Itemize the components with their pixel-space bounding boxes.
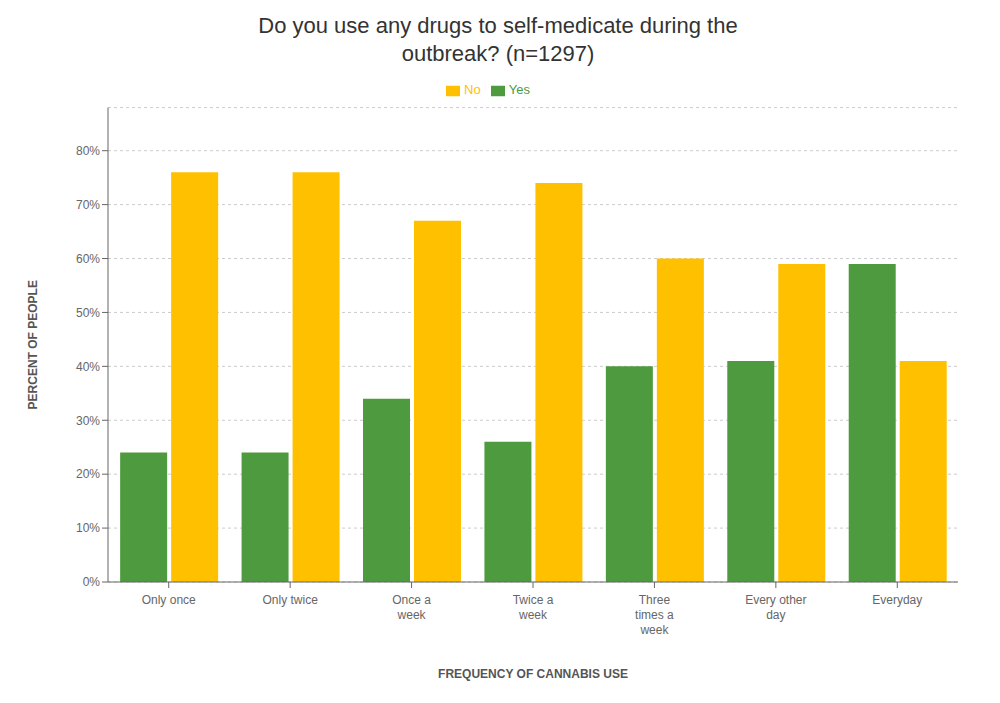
svg-text:Only twice: Only twice <box>262 593 318 607</box>
svg-text:Twice aweek: Twice aweek <box>513 593 554 622</box>
svg-text:Threetimes aweek: Threetimes aweek <box>635 593 674 637</box>
svg-text:20%: 20% <box>76 467 100 481</box>
svg-text:Only once: Only once <box>142 593 196 607</box>
svg-text:70%: 70% <box>76 198 100 212</box>
svg-text:80%: 80% <box>76 144 100 158</box>
svg-text:Once aweek: Once aweek <box>392 593 431 622</box>
svg-text:30%: 30% <box>76 414 100 428</box>
svg-text:0%: 0% <box>83 575 101 589</box>
svg-text:10%: 10% <box>76 521 100 535</box>
svg-text:FREQUENCY OF CANNABIS USE: FREQUENCY OF CANNABIS USE <box>438 667 628 681</box>
html-text:No: No <box>464 82 481 97</box>
svg-text:50%: 50% <box>76 306 100 320</box>
html-text:Yes: Yes <box>508 82 530 97</box>
svg-text:40%: 40% <box>76 360 100 374</box>
svg-text:Every otherday: Every otherday <box>745 593 806 622</box>
svg-text:Everyday: Everyday <box>872 593 922 607</box>
svg-text:60%: 60% <box>76 252 100 266</box>
html-text:Do you use any drugs to self-m: Do you use any drugs to self-medicate du… <box>258 13 738 38</box>
html-text:outbreak? (n=1297): outbreak? (n=1297) <box>401 41 595 66</box>
svg-text:PERCENT OF PEOPLE: PERCENT OF PEOPLE <box>26 280 40 409</box>
